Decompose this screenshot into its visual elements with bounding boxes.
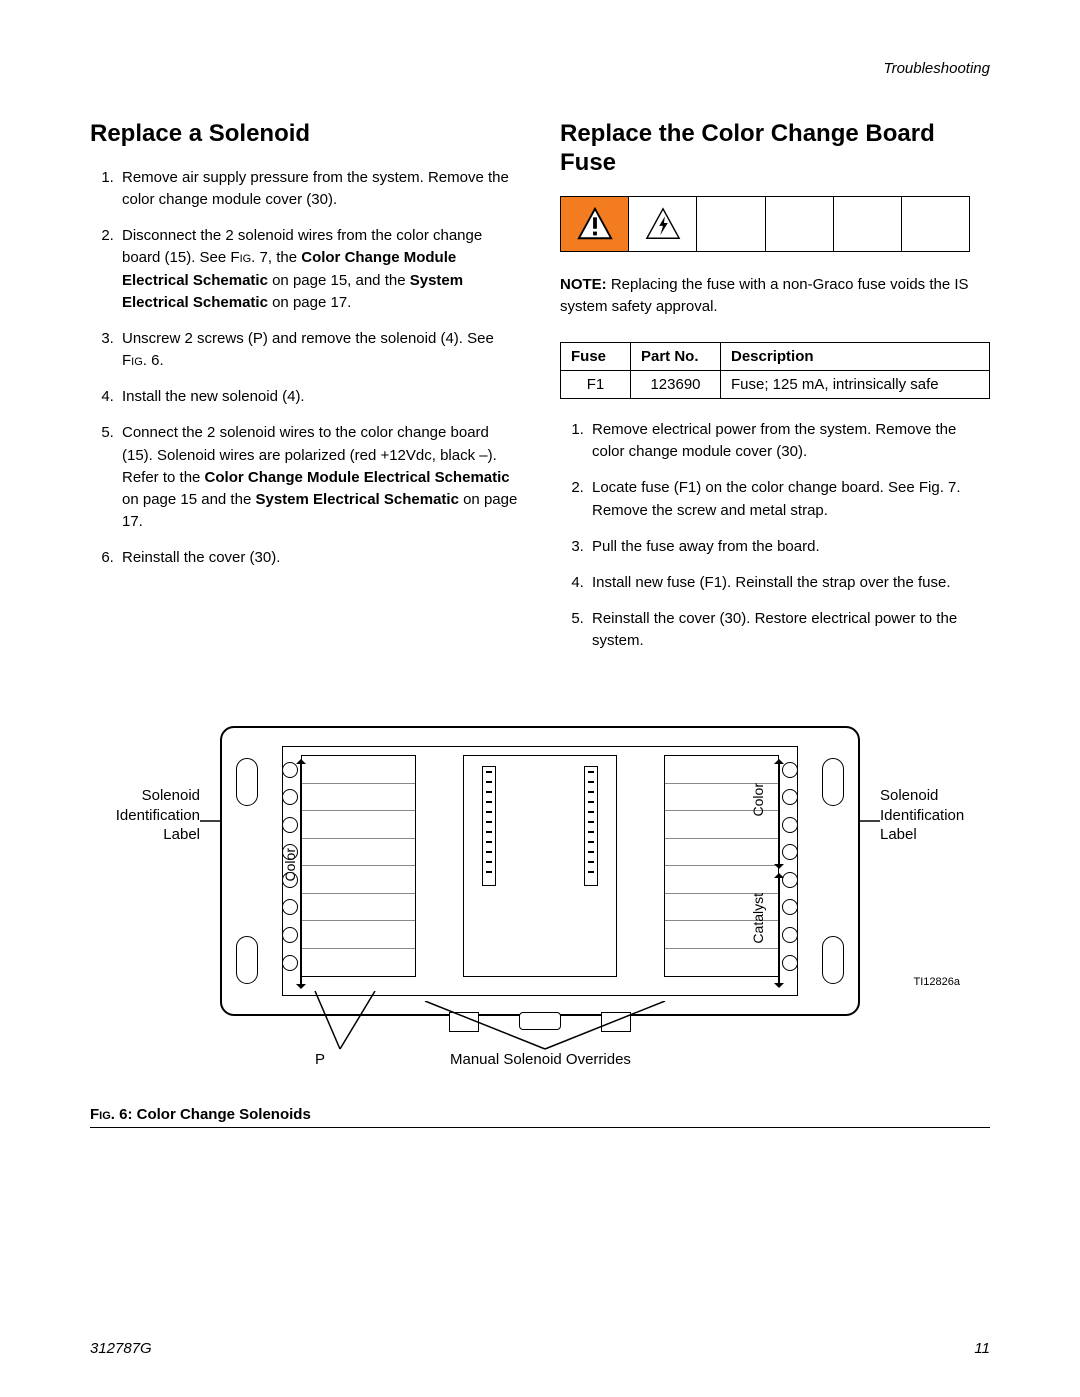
- fig-caption-text: 6: Color Change Solenoids: [119, 1106, 311, 1123]
- figure-6: Solenoid Identification Label Solenoid I…: [90, 726, 990, 1086]
- content-columns: Replace a Solenoid Remove air supply pre…: [90, 120, 990, 666]
- solenoid-knob: [282, 789, 298, 805]
- right-steps: Remove electrical power from the system.…: [560, 419, 990, 653]
- solenoid-bank-left: [301, 755, 416, 977]
- note-label: NOTE:: [560, 276, 607, 293]
- left-column: Replace a Solenoid Remove air supply pre…: [90, 120, 520, 666]
- color-label-right: Color: [750, 783, 766, 816]
- solenoid-knob: [282, 927, 298, 943]
- step-text: 6.: [151, 352, 164, 369]
- right-column: Replace the Color Change Board Fuse: [560, 120, 990, 666]
- solenoid-knob: [782, 955, 798, 971]
- step-text: on page 17.: [268, 294, 351, 311]
- ti-number: TI12826a: [914, 976, 960, 988]
- right-step-2: Locate fuse (F1) on the color change boa…: [588, 477, 990, 521]
- connector-strip: [584, 766, 598, 886]
- inner-plate: [282, 746, 798, 996]
- solenoid-knob: [782, 899, 798, 915]
- table-header-row: Fuse Part No. Description: [561, 342, 990, 370]
- schematic-ref: Color Change Module Electrical Schematic: [205, 469, 510, 486]
- color-range-arrow-right: [778, 764, 780, 864]
- mount-hole: [822, 758, 844, 806]
- step-text: Unscrew 2 screws (P) and remove the sole…: [122, 330, 494, 347]
- solenoid-knob: [782, 927, 798, 943]
- fig-ref: Fig.: [122, 352, 151, 369]
- right-step-4: Install new fuse (F1). Reinstall the str…: [588, 572, 990, 594]
- override-callout-lines: [410, 1001, 680, 1056]
- figure-caption: Fig. 6: Color Change Solenoids: [90, 1106, 990, 1128]
- label-solenoid-id-left: Solenoid Identification Label: [80, 786, 200, 845]
- note-body: Replacing the fuse with a non-Graco fuse…: [560, 276, 969, 315]
- table-row: F1 123690 Fuse; 125 mA, intrinsically sa…: [561, 370, 990, 398]
- td-fuse: F1: [561, 370, 631, 398]
- th-partno: Part No.: [631, 342, 721, 370]
- th-fuse: Fuse: [561, 342, 631, 370]
- step-text: on page 15, and the: [268, 272, 410, 289]
- warning-cell-empty: [697, 197, 765, 251]
- left-step-6: Reinstall the cover (30).: [118, 547, 520, 569]
- warning-cell-empty: [902, 197, 969, 251]
- td-partno: 123690: [631, 370, 721, 398]
- right-title: Replace the Color Change Board Fuse: [560, 120, 990, 178]
- p-callout-lines: [295, 991, 405, 1056]
- right-step-3: Pull the fuse away from the board.: [588, 536, 990, 558]
- doc-number: 312787G: [90, 1340, 152, 1357]
- alert-triangle-icon: [576, 205, 614, 243]
- mount-hole: [822, 936, 844, 984]
- solenoid-knob: [282, 817, 298, 833]
- label-solenoid-id-right: Solenoid Identification Label: [880, 786, 1000, 845]
- shock-triangle-icon: [644, 205, 682, 243]
- solenoid-knob: [782, 844, 798, 860]
- connector-strip: [482, 766, 496, 886]
- warning-cell-empty: [766, 197, 834, 251]
- fig-caption-prefix: Fig.: [90, 1106, 119, 1123]
- warning-icon-shock: [629, 197, 697, 251]
- catalyst-range-arrow: [778, 878, 780, 983]
- step-text: on page 15 and the: [122, 491, 255, 508]
- left-steps: Remove air supply pressure from the syst…: [90, 167, 520, 570]
- warning-box: [560, 196, 970, 252]
- left-step-2: Disconnect the 2 solenoid wires from the…: [118, 225, 520, 314]
- page-footer: 312787G 11: [90, 1340, 990, 1357]
- solenoid-knob: [782, 789, 798, 805]
- color-range-arrow-left: [300, 764, 302, 984]
- right-step-5: Reinstall the cover (30). Restore electr…: [588, 608, 990, 652]
- catalyst-label: Catalyst: [750, 893, 766, 944]
- color-label-left: Color: [282, 848, 298, 881]
- solenoid-knob: [282, 899, 298, 915]
- warning-cell-empty: [834, 197, 902, 251]
- solenoid-knob: [782, 762, 798, 778]
- p-label: P: [315, 1051, 325, 1068]
- overrides-label: Manual Solenoid Overrides: [450, 1051, 631, 1068]
- left-step-4: Install the new solenoid (4).: [118, 386, 520, 408]
- solenoid-knob: [782, 817, 798, 833]
- device-enclosure: Color Color Catalyst: [220, 726, 860, 1016]
- header-section: Troubleshooting: [884, 60, 990, 77]
- td-desc: Fuse; 125 mA, intrinsically safe: [721, 370, 990, 398]
- note-text: NOTE: Replacing the fuse with a non-Grac…: [560, 274, 990, 318]
- solenoid-knob: [782, 872, 798, 888]
- fig-ref: Fig.: [230, 249, 259, 266]
- left-step-3: Unscrew 2 screws (P) and remove the sole…: [118, 328, 520, 372]
- warning-icon-alert: [561, 197, 629, 251]
- mount-hole: [236, 936, 258, 984]
- left-step-1: Remove air supply pressure from the syst…: [118, 167, 520, 211]
- solenoid-knob: [282, 955, 298, 971]
- page-number: 11: [974, 1340, 990, 1357]
- th-desc: Description: [721, 342, 990, 370]
- schematic-ref: System Electrical Schematic: [255, 491, 458, 508]
- center-board: [463, 755, 617, 977]
- step-text: 7, the: [260, 249, 302, 266]
- left-step-5: Connect the 2 solenoid wires to the colo…: [118, 422, 520, 533]
- left-title: Replace a Solenoid: [90, 120, 520, 149]
- mount-hole: [236, 758, 258, 806]
- fuse-table: Fuse Part No. Description F1 123690 Fuse…: [560, 342, 990, 399]
- right-step-1: Remove electrical power from the system.…: [588, 419, 990, 463]
